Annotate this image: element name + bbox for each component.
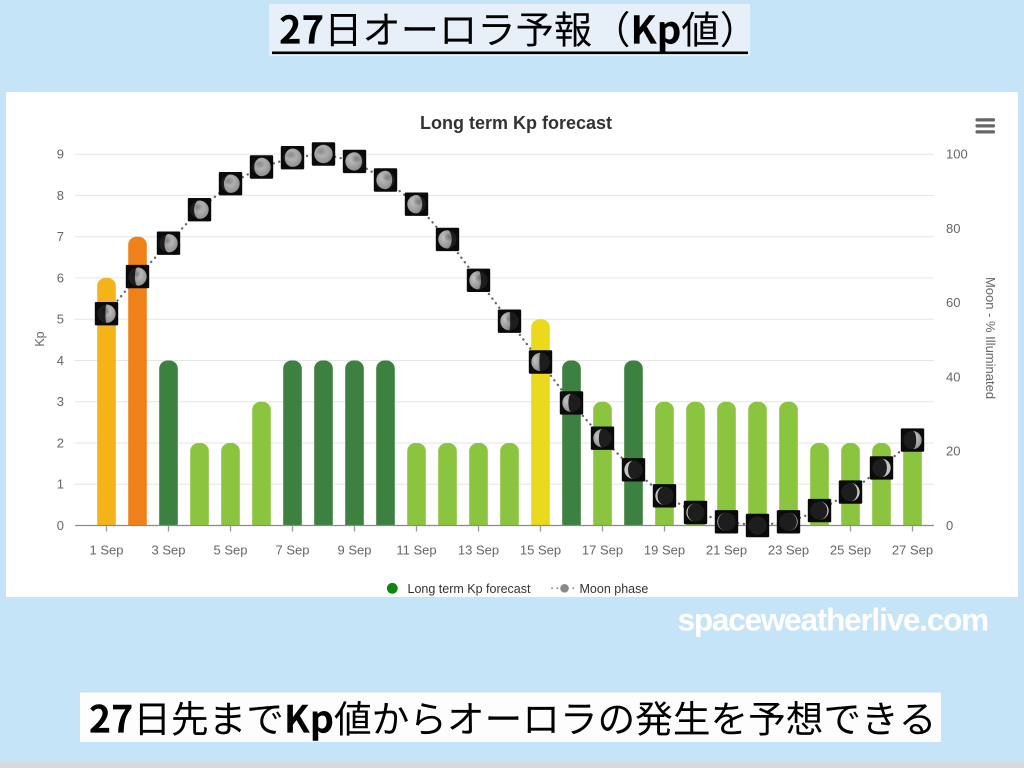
- svg-text:60: 60: [946, 295, 960, 310]
- svg-text:11 Sep: 11 Sep: [396, 543, 436, 558]
- svg-text:1: 1: [57, 477, 64, 492]
- svg-text:6: 6: [57, 270, 64, 285]
- svg-text:5 Sep: 5 Sep: [214, 543, 248, 558]
- svg-text:1 Sep: 1 Sep: [90, 543, 124, 558]
- svg-text:Moon - % Illuminated: Moon - % Illuminated: [983, 277, 998, 399]
- svg-text:19 Sep: 19 Sep: [644, 543, 685, 558]
- svg-text:7: 7: [57, 229, 64, 244]
- svg-text:80: 80: [946, 221, 960, 236]
- svg-text:3: 3: [57, 394, 64, 409]
- svg-text:20: 20: [946, 444, 960, 459]
- svg-text:Moon phase: Moon phase: [580, 582, 649, 596]
- svg-text:17 Sep: 17 Sep: [582, 543, 623, 558]
- svg-text:13 Sep: 13 Sep: [458, 543, 499, 558]
- svg-text:27 Sep: 27 Sep: [892, 543, 933, 558]
- svg-text:15 Sep: 15 Sep: [520, 543, 561, 558]
- svg-text:Long term Kp forecast: Long term Kp forecast: [408, 582, 532, 596]
- svg-text:25 Sep: 25 Sep: [830, 543, 871, 558]
- svg-text:40: 40: [946, 369, 960, 384]
- svg-text:23 Sep: 23 Sep: [768, 543, 809, 558]
- svg-text:3 Sep: 3 Sep: [152, 543, 186, 558]
- svg-text:0: 0: [57, 518, 64, 533]
- svg-text:9: 9: [57, 147, 64, 162]
- svg-text:8: 8: [57, 188, 64, 203]
- svg-text:21 Sep: 21 Sep: [706, 543, 747, 558]
- svg-text:0: 0: [946, 518, 953, 533]
- svg-text:5: 5: [57, 312, 64, 327]
- svg-text:2: 2: [57, 436, 64, 451]
- svg-text:7 Sep: 7 Sep: [276, 543, 310, 558]
- svg-text:9 Sep: 9 Sep: [338, 543, 372, 558]
- svg-text:100: 100: [946, 147, 968, 162]
- svg-text:Long term Kp forecast: Long term Kp forecast: [420, 113, 612, 133]
- svg-text:4: 4: [57, 353, 64, 368]
- svg-text:spaceweatherlive.com: spaceweatherlive.com: [678, 602, 989, 638]
- svg-text:Kp: Kp: [33, 331, 47, 346]
